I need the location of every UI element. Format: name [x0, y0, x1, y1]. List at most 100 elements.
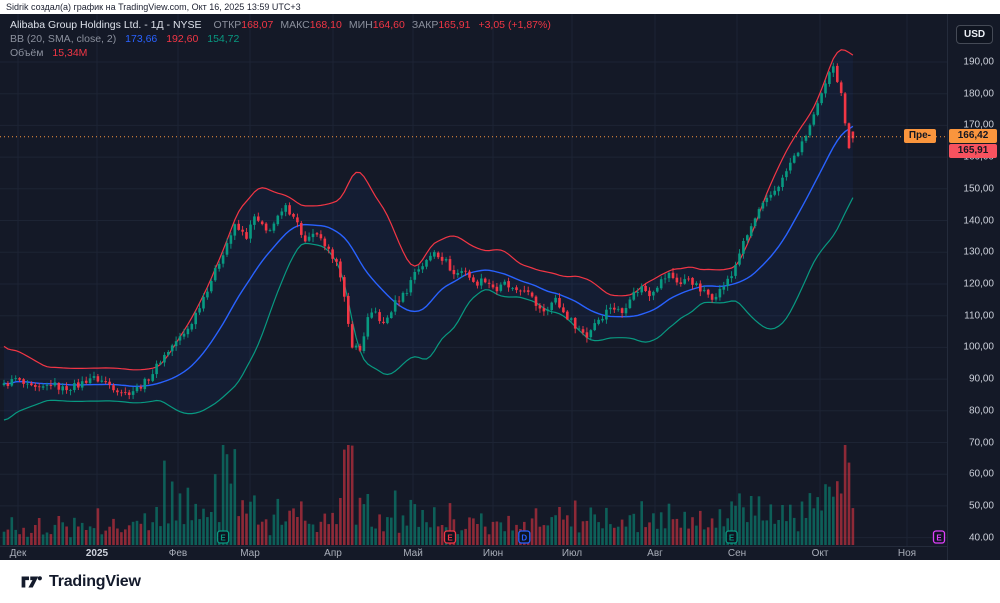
candle-body: [362, 336, 366, 351]
volume-bar: [644, 527, 647, 545]
candle-body: [832, 66, 835, 73]
volume-bar: [84, 530, 88, 545]
candle-body: [702, 289, 706, 291]
candle-body: [268, 230, 272, 231]
premarket-price-label: 166,42: [949, 129, 997, 144]
close-value: 165,91: [438, 19, 471, 31]
candle-body: [307, 236, 311, 241]
candle-body: [628, 299, 632, 308]
time-axis-label: Июл: [561, 548, 583, 559]
earnings-marker[interactable]: E: [725, 530, 738, 544]
candle-body: [644, 285, 647, 291]
volume-bar: [296, 517, 299, 545]
volume-bar: [483, 526, 487, 545]
price-tick-label: 80,00: [968, 405, 994, 417]
candle-body: [241, 229, 244, 232]
candle-body: [722, 286, 726, 290]
volume-bar: [92, 528, 96, 545]
candle-body: [61, 386, 64, 391]
candle-body: [327, 246, 330, 249]
legend-symbol-row[interactable]: Alibaba Group Holdings Ltd. - 1Д - NYSE О…: [10, 18, 551, 32]
legend-bb-row[interactable]: BB (20, SMA, close, 2) 173,66 192,60 154…: [10, 32, 551, 46]
volume-bar: [300, 501, 303, 545]
candle-body: [597, 319, 600, 324]
candle-body: [566, 311, 569, 320]
candle-body: [691, 277, 694, 285]
volume-bar: [675, 518, 679, 545]
candle-body: [808, 125, 812, 136]
volume-bar: [812, 508, 816, 545]
volume-bar: [221, 445, 225, 545]
candle-body: [225, 243, 229, 255]
candle-body: [22, 379, 25, 384]
candle-body: [49, 385, 53, 386]
candle-body: [323, 238, 327, 247]
candle-body: [765, 197, 769, 203]
candle-body: [804, 136, 808, 141]
candle-body: [749, 226, 753, 236]
price-tick-label: 140,00: [963, 215, 994, 226]
candle-body: [667, 273, 671, 279]
volume-bar: [331, 512, 334, 545]
bb-upper-band: [3, 49, 854, 371]
volume-bar: [585, 520, 589, 545]
candle-body: [127, 392, 131, 395]
volume-bar: [159, 526, 162, 545]
candle-body: [589, 330, 593, 338]
candle-body: [213, 268, 217, 281]
candle-body: [417, 269, 420, 272]
candle-body: [781, 177, 784, 187]
currency-usd-button[interactable]: USD: [956, 25, 994, 44]
volume-bar: [264, 519, 268, 545]
candle-body: [53, 382, 57, 386]
volume-bar: [546, 525, 550, 545]
candle-body: [769, 194, 773, 198]
candle-body: [675, 277, 679, 283]
volume-bar: [124, 529, 127, 545]
attribution-text: Sidrik создал(а) график на TradingView.c…: [6, 2, 301, 12]
earnings-marker[interactable]: E: [443, 530, 457, 544]
candle-body: [585, 332, 589, 338]
volume-bar: [624, 526, 628, 545]
svg-text:E: E: [447, 534, 453, 543]
upcoming-earnings-marker[interactable]: E: [932, 530, 946, 544]
volume-bar: [601, 528, 604, 545]
tradingview-logo-icon[interactable]: [21, 573, 42, 591]
volume-bar: [73, 517, 76, 545]
candle-body: [386, 317, 389, 324]
volume-bar: [210, 512, 213, 545]
volume-bar: [198, 519, 201, 545]
candle-body: [120, 392, 123, 394]
volume-bar: [249, 501, 252, 545]
tradingview-wordmark[interactable]: TradingView: [49, 572, 141, 590]
candle-body: [143, 378, 147, 390]
legend-volume-row[interactable]: Объём 15,34М: [10, 46, 551, 60]
volume-bar: [636, 532, 639, 545]
volume-bar: [679, 527, 683, 545]
volume-bar: [34, 525, 37, 545]
candle-body: [237, 223, 240, 230]
earnings-marker[interactable]: E: [216, 530, 230, 544]
premarket-tag: Пре-: [903, 129, 936, 144]
time-axis[interactable]: Дек 2025 Фев Мар Апр Май Июн Июл Авг Сен Окт Ноя: [0, 546, 947, 561]
candle-body: [851, 131, 855, 139]
volume-bar: [268, 535, 272, 545]
candle-body: [487, 282, 491, 284]
candle-body: [421, 266, 424, 270]
volume-bar: [433, 507, 436, 545]
candle-body: [460, 271, 463, 273]
candle-body: [57, 382, 61, 390]
candle-body: [339, 261, 342, 278]
volume-bar: [640, 501, 643, 545]
candle-body: [843, 93, 847, 124]
bb-upper-value: 192,60: [166, 33, 199, 45]
price-tick-label: 90,00: [968, 373, 994, 385]
time-axis-label: Дек: [9, 548, 27, 559]
candle-body: [687, 278, 690, 280]
dividend-marker[interactable]: D: [518, 530, 531, 544]
volume-bar: [663, 528, 667, 545]
candle-body: [163, 354, 166, 363]
price-axis[interactable]: USD 166,42 165,91 190,00180,00170,00160,…: [947, 14, 1000, 560]
volume-bar: [769, 504, 773, 545]
